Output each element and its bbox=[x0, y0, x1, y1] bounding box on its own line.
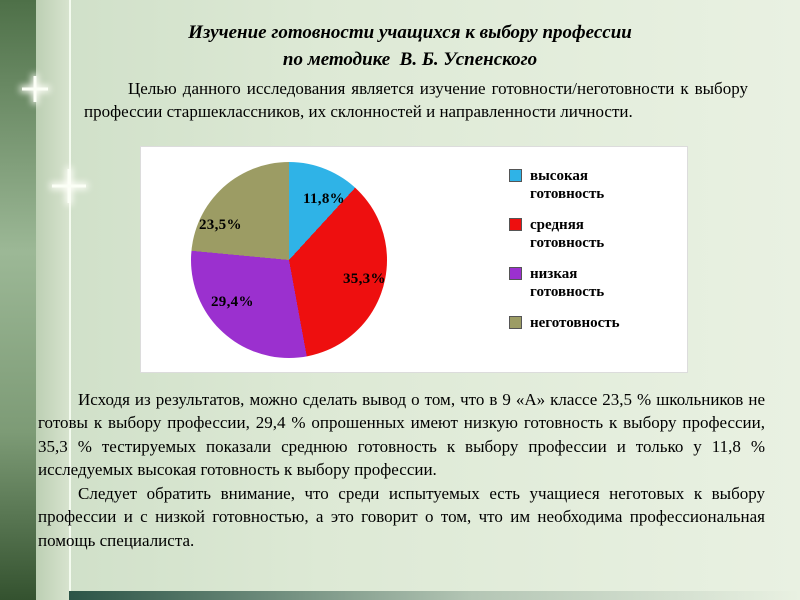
legend-label: низкая готовность bbox=[530, 266, 605, 300]
conclusion-text: Исходя из результатов, можно сделать выв… bbox=[38, 388, 765, 552]
legend-item: средняя готовность bbox=[509, 216, 684, 252]
conclusion-paragraph-2: Следует обратить внимание, что среди исп… bbox=[38, 483, 765, 550]
slide-title-line2: по методике В. Б. Успенского bbox=[282, 48, 538, 70]
pie-data-label: 11,8% bbox=[303, 191, 345, 207]
legend-swatch bbox=[509, 316, 522, 329]
chart-area: 11,8% 35,3% 29,4% 23,5% высокая готовнос… bbox=[140, 146, 688, 373]
vertical-accent-line bbox=[69, 0, 71, 600]
pie-data-label: 23,5% bbox=[199, 217, 242, 233]
chart-legend: высокая готовность средняя готовность ни… bbox=[509, 167, 684, 345]
legend-label: средняя готовность bbox=[530, 217, 605, 251]
legend-item: неготовность bbox=[509, 314, 684, 332]
conclusion-paragraph-1: Исходя из результатов, можно сделать выв… bbox=[38, 390, 765, 480]
pie-data-label: 29,4% bbox=[211, 294, 254, 310]
legend-label: неготовность bbox=[530, 315, 620, 331]
legend-label: высокая готовность bbox=[530, 168, 605, 202]
slide-title: Изучение готовности учащихся к выбору пр… bbox=[90, 20, 730, 73]
sparkle-cross-icon bbox=[52, 169, 86, 203]
slide-title-line1: Изучение готовности учащихся к выбору пр… bbox=[188, 22, 632, 43]
legend-swatch bbox=[509, 218, 522, 231]
intro-paragraph: Целью данного исследования является изуч… bbox=[84, 79, 748, 121]
pie-data-label: 35,3% bbox=[343, 271, 386, 287]
pie-chart bbox=[191, 162, 387, 358]
sparkle-cross-icon bbox=[22, 76, 48, 102]
bottom-accent-strip bbox=[69, 591, 800, 600]
legend-swatch bbox=[509, 267, 522, 280]
legend-item: высокая готовность bbox=[509, 167, 684, 203]
legend-item: низкая готовность bbox=[509, 265, 684, 301]
legend-swatch bbox=[509, 169, 522, 182]
